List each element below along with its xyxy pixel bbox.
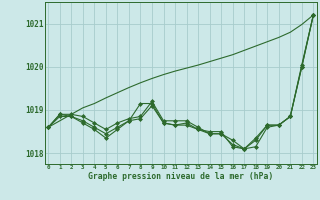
- X-axis label: Graphe pression niveau de la mer (hPa): Graphe pression niveau de la mer (hPa): [88, 172, 273, 181]
